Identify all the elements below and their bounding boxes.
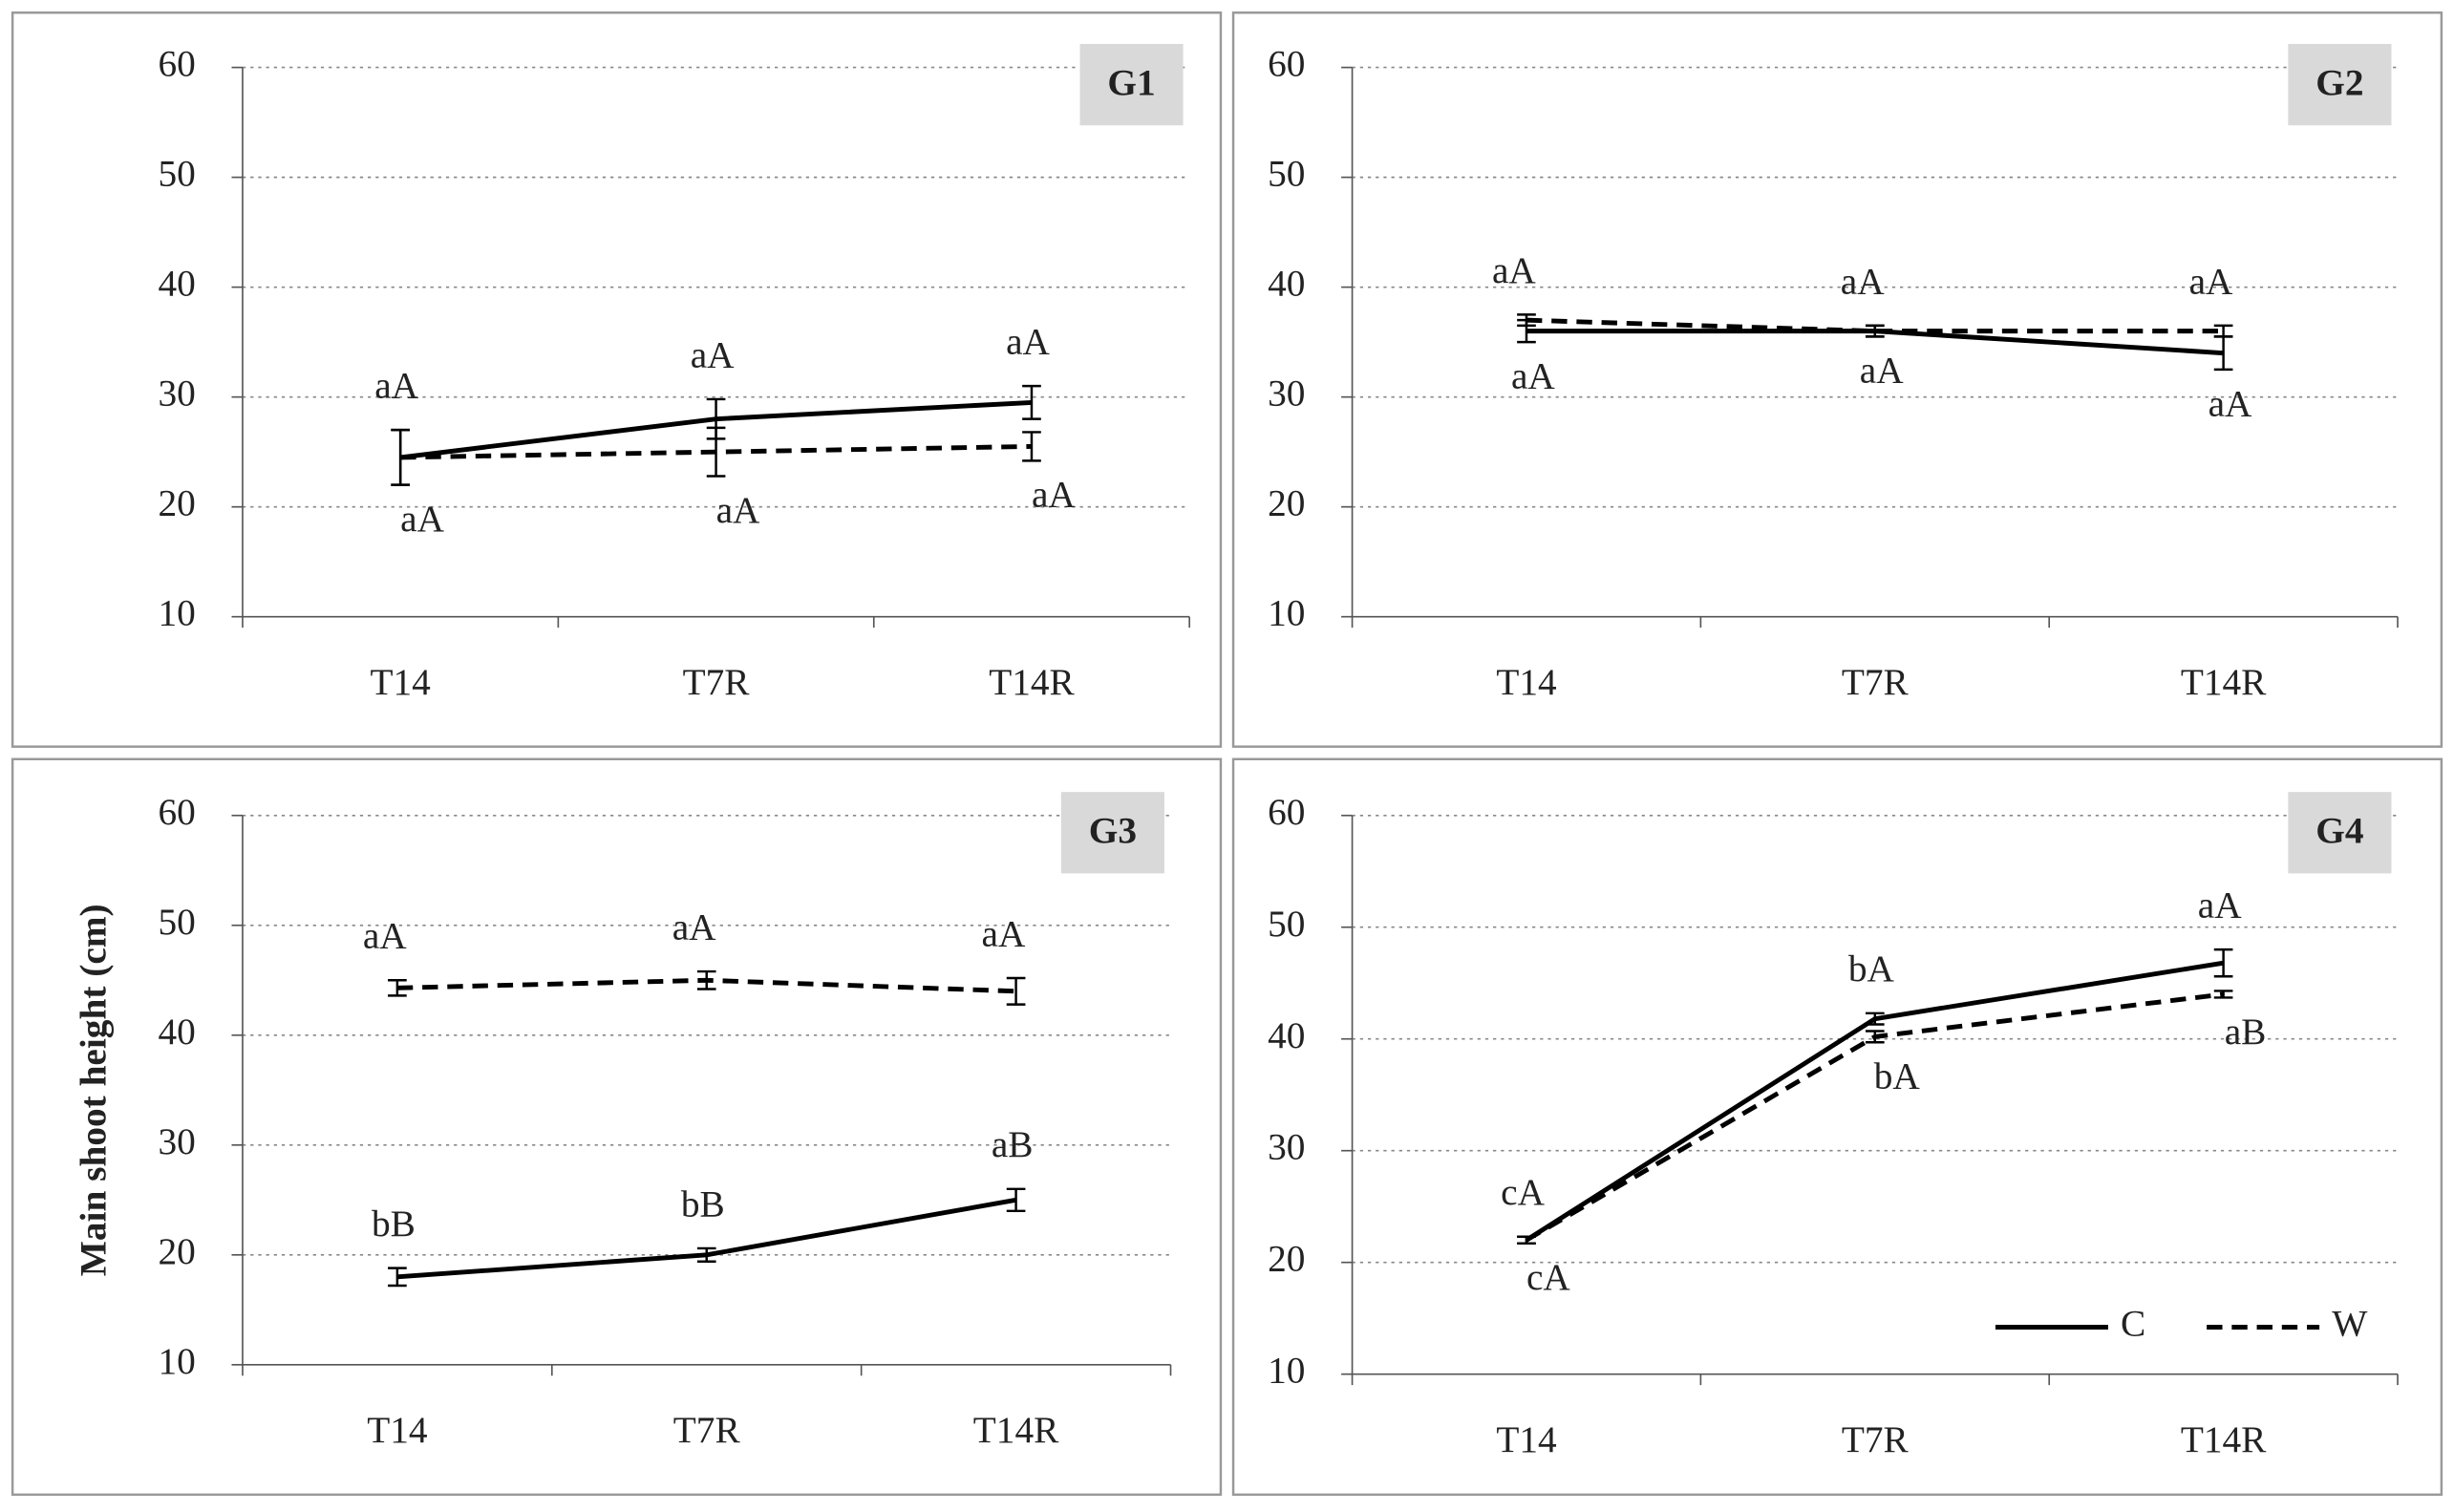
significance-letter: aA xyxy=(982,912,1026,954)
y-tick-label: 60 xyxy=(1268,43,1305,85)
panel-frame xyxy=(11,11,1223,748)
y-tick-label: 30 xyxy=(158,373,195,415)
x-tick-label: T14R xyxy=(989,661,1075,703)
x-tick-label: T14R xyxy=(2181,661,2267,703)
x-tick-label: T14 xyxy=(1496,1418,1557,1460)
x-tick-label: T7R xyxy=(1842,1418,1910,1460)
error-bar xyxy=(1865,324,1885,338)
significance-letter: bB xyxy=(372,1203,416,1245)
error-bar xyxy=(2213,324,2233,338)
error-bar xyxy=(2213,990,2233,999)
error-bar xyxy=(388,1267,407,1288)
legend-label: C xyxy=(2121,1303,2145,1345)
significance-letter: cA xyxy=(1501,1171,1545,1213)
y-tick-label: 50 xyxy=(1268,903,1305,945)
panel-frame xyxy=(1231,11,2443,748)
error-bar xyxy=(1865,1030,1885,1044)
significance-letter: aA xyxy=(2198,884,2242,926)
y-tick-label: 50 xyxy=(158,901,195,943)
significance-letter: aA xyxy=(374,365,418,407)
y-tick-label: 20 xyxy=(1268,1238,1305,1280)
panel-frame xyxy=(11,757,1223,1497)
error-bar xyxy=(1006,1187,1026,1213)
error-bar xyxy=(1517,313,1536,328)
error-bar xyxy=(1865,1012,1885,1026)
chart-title: G2 xyxy=(2315,61,2363,103)
chart-title: G3 xyxy=(1089,809,1137,851)
y-tick-label: 20 xyxy=(1268,482,1305,524)
y-axis-label: Main shoot height (cm) xyxy=(73,904,115,1276)
significance-letter: bA xyxy=(1848,948,1895,990)
significance-letter: aA xyxy=(691,333,735,375)
y-tick-label: 40 xyxy=(1268,263,1305,305)
x-tick-label: T7R xyxy=(673,1409,741,1451)
y-tick-label: 40 xyxy=(158,263,195,305)
x-tick-label: T14R xyxy=(973,1409,1059,1451)
x-tick-label: T7R xyxy=(1842,661,1910,703)
legend-label: W xyxy=(2332,1303,2368,1345)
y-tick-label: 10 xyxy=(1268,592,1305,634)
significance-letter: cA xyxy=(1526,1256,1570,1298)
y-tick-label: 60 xyxy=(158,43,195,85)
significance-letter: bA xyxy=(1874,1055,1921,1097)
y-tick-label: 10 xyxy=(1268,1350,1305,1392)
chart-title: G4 xyxy=(2315,809,2363,851)
title-box xyxy=(1060,792,1164,874)
significance-letter: aA xyxy=(1492,249,1536,291)
y-tick-label: 20 xyxy=(158,1230,195,1272)
significance-letter: aA xyxy=(1006,321,1050,363)
y-tick-label: 60 xyxy=(1268,791,1305,833)
significance-letter: aA xyxy=(2189,260,2233,302)
error-bar xyxy=(1022,431,1041,462)
significance-letter: aA xyxy=(1841,260,1885,302)
y-tick-label: 10 xyxy=(158,592,195,634)
significance-letter: aA xyxy=(363,915,407,957)
significance-letter: aB xyxy=(992,1123,1034,1165)
y-tick-label: 40 xyxy=(1268,1014,1305,1056)
x-tick-label: T14 xyxy=(367,1409,428,1451)
error-bar xyxy=(1517,1235,1536,1246)
error-bar xyxy=(2213,948,2233,978)
title-box xyxy=(2288,44,2392,126)
y-tick-label: 30 xyxy=(1268,1126,1305,1168)
error-bar xyxy=(391,428,410,486)
error-bar xyxy=(388,979,407,997)
x-tick-label: T14R xyxy=(2181,1418,2267,1460)
panel-frame xyxy=(1231,757,2443,1497)
series-line xyxy=(1525,960,2225,1243)
y-tick-label: 40 xyxy=(158,1011,195,1053)
title-box xyxy=(1079,44,1184,126)
significance-letter: aA xyxy=(1860,350,1904,392)
y-tick-label: 20 xyxy=(158,482,195,524)
chart-title: G1 xyxy=(1107,61,1155,103)
error-bar xyxy=(1022,384,1041,420)
y-tick-label: 30 xyxy=(158,1120,195,1162)
significance-letter: aA xyxy=(1511,354,1555,396)
x-tick-label: T7R xyxy=(683,661,751,703)
series-line xyxy=(1526,317,2224,334)
y-tick-label: 60 xyxy=(158,791,195,833)
title-box xyxy=(2288,792,2392,874)
y-tick-label: 50 xyxy=(158,153,195,195)
error-bar xyxy=(696,1246,716,1263)
significance-letter: aB xyxy=(2225,1011,2267,1053)
error-bar xyxy=(1006,976,1026,1006)
significance-letter: aA xyxy=(672,906,716,948)
significance-letter: aA xyxy=(2209,382,2252,424)
y-tick-label: 10 xyxy=(158,1340,195,1382)
significance-letter: aA xyxy=(716,489,760,531)
y-tick-label: 30 xyxy=(1268,373,1305,415)
x-tick-label: T14 xyxy=(370,661,431,703)
error-bar xyxy=(696,969,716,990)
significance-letter: aA xyxy=(1032,474,1076,516)
x-tick-label: T14 xyxy=(1496,661,1557,703)
significance-letter: aA xyxy=(400,498,444,540)
significance-letter: bB xyxy=(681,1182,725,1225)
error-bar xyxy=(706,426,726,478)
y-tick-label: 50 xyxy=(1268,153,1305,195)
